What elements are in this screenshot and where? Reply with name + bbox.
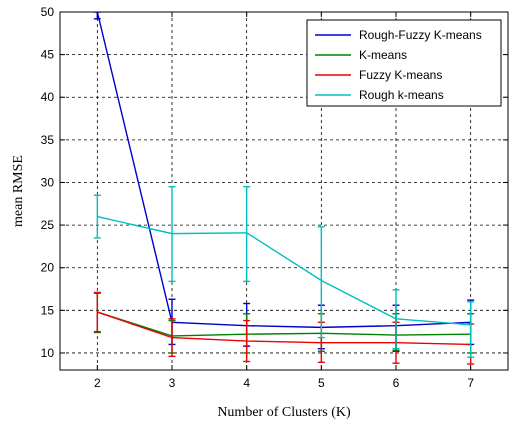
- x-tick-label: 5: [318, 376, 325, 390]
- x-tick-label: 6: [393, 376, 400, 390]
- x-tick-label: 3: [169, 376, 176, 390]
- error-bar: [467, 301, 475, 358]
- series-line: [97, 215, 471, 326]
- error-bar: [392, 289, 400, 350]
- y-tick-label: 15: [41, 303, 55, 317]
- series-3: [93, 186, 475, 358]
- series-line: [96, 12, 471, 329]
- series-line: [97, 311, 471, 337]
- legend-label: Fuzzy K-means: [359, 68, 442, 82]
- x-tick-label: 7: [467, 376, 474, 390]
- series-line: [97, 311, 471, 346]
- error-bar: [317, 226, 325, 339]
- x-tick-label: 2: [94, 376, 101, 390]
- legend-label: K-means: [359, 48, 407, 62]
- y-tick-label: 30: [41, 175, 55, 189]
- y-tick-label: 25: [41, 218, 55, 232]
- error-bar: [243, 186, 251, 283]
- plot-frame: [59, 11, 509, 371]
- legend-item: Rough k-means: [315, 88, 444, 102]
- legend-item: Fuzzy K-means: [315, 68, 442, 82]
- legend: Rough-Fuzzy K-means K-means Fuzzy K-means R…: [306, 19, 502, 107]
- x-axis-label: Number of Clusters (K): [217, 405, 351, 420]
- y-tick-label: 45: [41, 48, 55, 62]
- y-tick-label: 50: [41, 5, 55, 19]
- y-tick-label: 20: [41, 261, 55, 275]
- y-axis-label: mean RMSE: [11, 155, 26, 227]
- y-tick-label: 40: [41, 90, 55, 104]
- error-bar: [168, 186, 176, 283]
- y-tick-label: 35: [41, 133, 55, 147]
- legend-item: Rough-Fuzzy K-means: [315, 28, 482, 42]
- legend-item: K-means: [315, 48, 407, 62]
- y-tick-label: 10: [41, 346, 55, 360]
- legend-label: Rough-Fuzzy K-means: [359, 28, 482, 42]
- series-layer: [93, 12, 475, 365]
- legend-label: Rough k-means: [359, 88, 444, 102]
- x-tick-label: 4: [243, 376, 250, 390]
